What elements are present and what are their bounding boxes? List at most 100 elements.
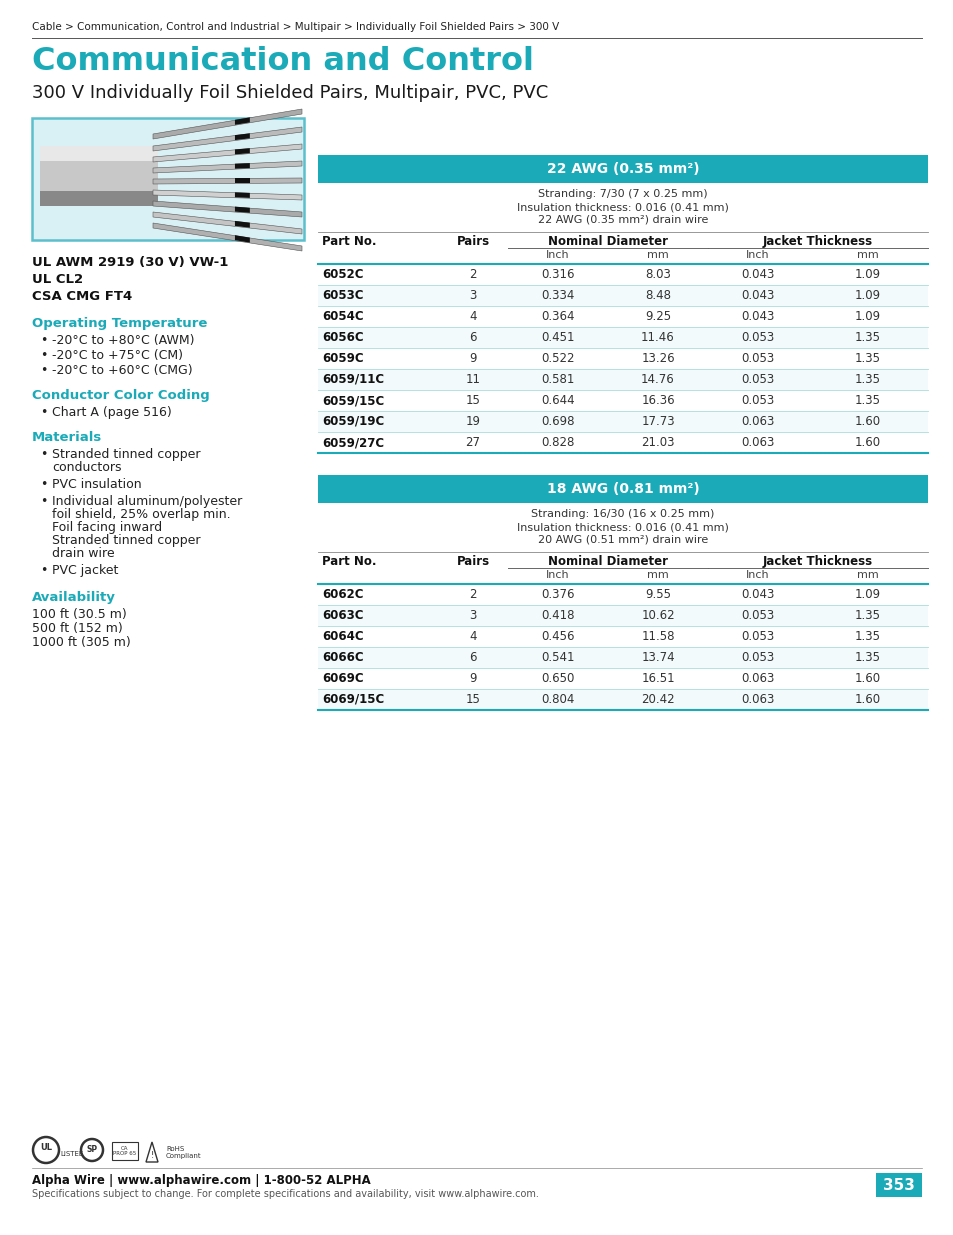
Text: Stranding: 16/30 (16 x 0.25 mm): Stranding: 16/30 (16 x 0.25 mm) (531, 509, 714, 519)
Bar (317, 668, 927, 689)
Text: 6059C: 6059C (322, 352, 363, 366)
Text: •: • (40, 350, 48, 362)
Bar (317, 689, 927, 710)
Text: •: • (40, 478, 48, 492)
Polygon shape (234, 235, 250, 242)
Polygon shape (152, 161, 302, 173)
Text: 18 AWG (0.81 mm²): 18 AWG (0.81 mm²) (546, 482, 699, 496)
Bar (317, 647, 927, 668)
Text: Cable > Communication, Control and Industrial > Multipair > Individually Foil Sh: Cable > Communication, Control and Indus… (32, 22, 558, 32)
Text: 1.35: 1.35 (854, 651, 880, 664)
Text: 300 V Individually Foil Shielded Pairs, Multipair, PVC, PVC: 300 V Individually Foil Shielded Pairs, … (32, 84, 548, 103)
Text: SP: SP (87, 1146, 97, 1155)
Bar (40, 161, 158, 191)
Text: Insulation thickness: 0.016 (0.41 mm): Insulation thickness: 0.016 (0.41 mm) (517, 203, 728, 212)
Text: RoHS
Compliant: RoHS Compliant (166, 1146, 201, 1158)
Text: 0.376: 0.376 (540, 588, 574, 601)
Text: 0.804: 0.804 (540, 693, 574, 706)
Text: 11.46: 11.46 (640, 331, 674, 345)
Bar (317, 390, 927, 411)
Bar (112, 1142, 138, 1160)
Text: Inch: Inch (546, 249, 569, 261)
Text: 14.76: 14.76 (640, 373, 674, 387)
Text: 15: 15 (465, 394, 480, 408)
Text: Inch: Inch (745, 571, 769, 580)
Polygon shape (234, 163, 250, 169)
Polygon shape (152, 109, 302, 140)
Text: Part No.: Part No. (322, 555, 376, 568)
Bar (317, 285, 927, 306)
Text: Conductor Color Coding: Conductor Color Coding (32, 389, 210, 403)
Polygon shape (152, 190, 302, 200)
Bar (317, 327, 927, 348)
Text: 0.316: 0.316 (540, 268, 574, 282)
Text: 0.053: 0.053 (740, 630, 774, 643)
Text: 0.063: 0.063 (740, 672, 774, 685)
Text: 11: 11 (465, 373, 480, 387)
Polygon shape (234, 178, 250, 183)
Text: Specifications subject to change. For complete specifications and availability, : Specifications subject to change. For co… (32, 1189, 538, 1199)
Text: Part No.: Part No. (322, 235, 376, 248)
Text: 0.043: 0.043 (740, 268, 774, 282)
Text: 16.51: 16.51 (640, 672, 674, 685)
Text: Inch: Inch (745, 249, 769, 261)
Text: 1.35: 1.35 (854, 609, 880, 622)
Text: Individual aluminum/polyester: Individual aluminum/polyester (52, 495, 242, 508)
Text: 6056C: 6056C (322, 331, 363, 345)
Text: •: • (40, 333, 48, 347)
Text: 353: 353 (882, 1177, 914, 1193)
Text: 0.053: 0.053 (740, 373, 774, 387)
Text: 9.55: 9.55 (644, 588, 670, 601)
Text: 6063C: 6063C (322, 609, 363, 622)
Text: •: • (40, 564, 48, 577)
Text: -20°C to +75°C (CM): -20°C to +75°C (CM) (52, 350, 183, 362)
Text: 2: 2 (469, 588, 476, 601)
Text: mm: mm (646, 249, 668, 261)
Text: !: ! (151, 1151, 153, 1161)
Polygon shape (234, 148, 250, 154)
Text: Communication and Control: Communication and Control (32, 46, 534, 77)
Text: 0.043: 0.043 (740, 310, 774, 324)
Text: Nominal Diameter: Nominal Diameter (547, 235, 667, 248)
Bar (32, 119, 304, 240)
Text: mm: mm (646, 571, 668, 580)
Text: •: • (40, 406, 48, 419)
Text: UL AWM 2919 (30 V) VW-1: UL AWM 2919 (30 V) VW-1 (32, 256, 228, 269)
Text: 1.35: 1.35 (854, 352, 880, 366)
Text: Foil facing inward: Foil facing inward (52, 521, 162, 534)
Text: 19: 19 (465, 415, 480, 429)
Text: mm: mm (856, 249, 878, 261)
Polygon shape (234, 193, 250, 198)
Text: 0.063: 0.063 (740, 436, 774, 450)
Text: 1.60: 1.60 (854, 436, 881, 450)
Text: 2: 2 (469, 268, 476, 282)
Text: 0.698: 0.698 (540, 415, 574, 429)
Text: 1.60: 1.60 (854, 693, 881, 706)
Text: drain wire: drain wire (52, 547, 114, 559)
Text: 9.25: 9.25 (644, 310, 670, 324)
Polygon shape (234, 206, 250, 212)
Text: 1.09: 1.09 (854, 588, 881, 601)
Text: 22 AWG (0.35 mm²): 22 AWG (0.35 mm²) (546, 162, 699, 177)
Bar (317, 605, 927, 626)
Text: 3: 3 (469, 609, 476, 622)
Text: Stranded tinned copper: Stranded tinned copper (52, 448, 200, 461)
Text: 6064C: 6064C (322, 630, 363, 643)
Text: 0.053: 0.053 (740, 609, 774, 622)
Polygon shape (152, 212, 302, 233)
Bar (317, 584, 927, 605)
Text: 0.456: 0.456 (540, 630, 574, 643)
Text: 6059/15C: 6059/15C (322, 394, 384, 408)
Bar (317, 348, 927, 369)
Text: 1.60: 1.60 (854, 415, 881, 429)
Text: 6059/19C: 6059/19C (322, 415, 384, 429)
Text: •: • (40, 495, 48, 508)
Text: Materials: Materials (32, 431, 102, 445)
Polygon shape (234, 221, 250, 227)
Text: PVC insulation: PVC insulation (52, 478, 141, 492)
Text: •: • (40, 364, 48, 377)
Text: Jacket Thickness: Jacket Thickness (762, 235, 872, 248)
Text: Pairs: Pairs (456, 235, 489, 248)
Bar (317, 156, 927, 183)
Text: Insulation thickness: 0.016 (0.41 mm): Insulation thickness: 0.016 (0.41 mm) (517, 522, 728, 532)
